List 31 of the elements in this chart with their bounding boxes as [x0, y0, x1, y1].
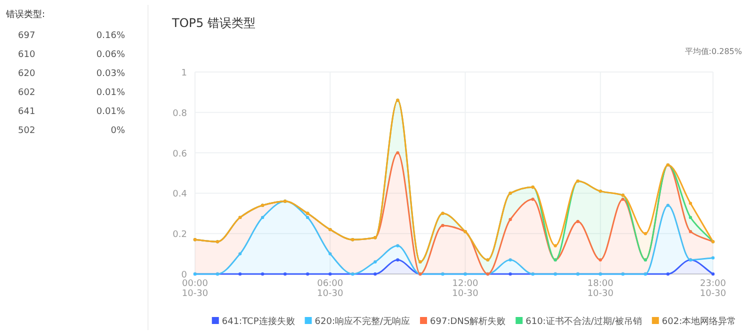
x-tick-label: 18:00 10-30	[587, 279, 614, 299]
text: 620	[18, 69, 36, 79]
text: 0%	[110, 126, 126, 136]
text: 502	[18, 126, 36, 136]
y-tick-label: 0	[181, 270, 188, 280]
text: 0.06%	[96, 50, 126, 60]
x-tick-label: 00:00 10-30	[182, 279, 208, 299]
legend-label: 620:响应不完整/无响应	[314, 316, 410, 327]
x-tick-label: 23:00 10-30	[700, 279, 726, 299]
y-tick-label: 0.2	[172, 230, 187, 240]
text: 0.16%	[96, 31, 126, 41]
text: 0.01%	[96, 107, 126, 117]
text: 641	[18, 107, 36, 117]
y-tick-label: 1	[181, 68, 187, 78]
x-tick-label: 06:00 10-30	[317, 279, 344, 299]
text: 0.01%	[96, 88, 126, 98]
text: 610	[18, 50, 36, 60]
text: 697	[18, 31, 36, 41]
legend-label: 610:证书不合法/过期/被吊销	[526, 316, 642, 327]
x-tick-label: 12:00 10-30	[452, 279, 479, 299]
text: 平均值:0.285%	[684, 47, 742, 56]
legend-label: 697:DNS解析失败	[430, 316, 506, 327]
text: 0.03%	[96, 69, 126, 79]
y-tick-label: 0.4	[172, 190, 188, 200]
legend-label: 602:本地网络异常	[662, 316, 736, 327]
chart-title: TOP5 错误类型	[171, 16, 256, 30]
legend-label: 641:TCP连接失败	[222, 316, 295, 327]
y-tick-label: 0.8	[172, 108, 188, 119]
y-tick-label: 0.6	[172, 149, 188, 160]
text: 错误类型:	[5, 9, 46, 20]
text: 602	[18, 88, 36, 98]
